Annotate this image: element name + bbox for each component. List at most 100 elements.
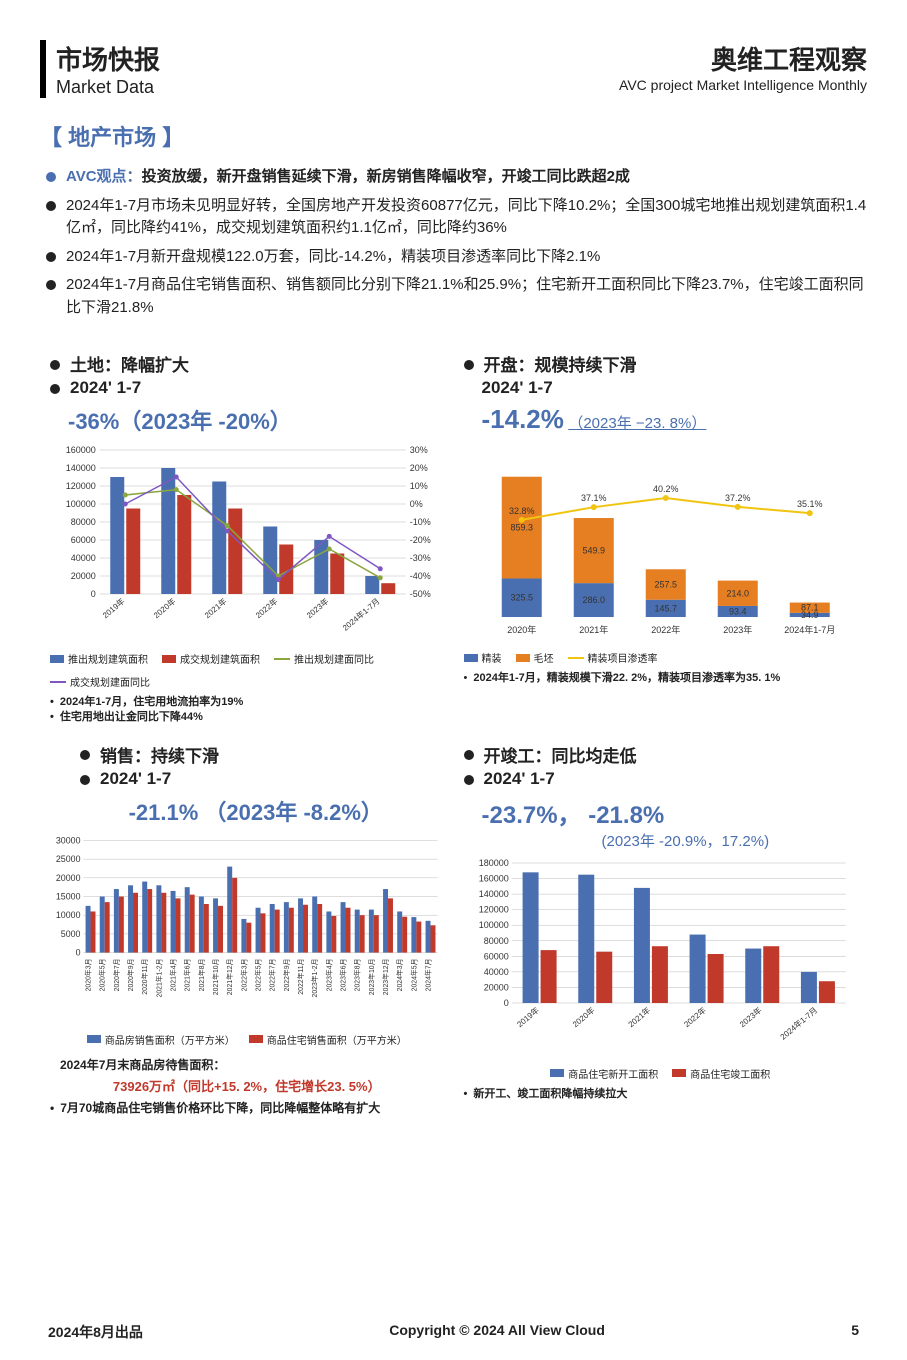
- svg-text:145.7: 145.7: [654, 603, 677, 613]
- svg-text:2022年9月: 2022年9月: [282, 958, 291, 991]
- svg-text:2019年: 2019年: [100, 596, 126, 620]
- svg-text:20000: 20000: [71, 571, 96, 581]
- svg-text:2024年3月: 2024年3月: [395, 958, 404, 991]
- svg-text:2022年: 2022年: [651, 624, 680, 635]
- svg-text:325.5: 325.5: [510, 593, 533, 603]
- svg-text:2020年: 2020年: [570, 1005, 596, 1029]
- svg-text:35.1%: 35.1%: [796, 499, 822, 509]
- chart2-head1: 开盘：规模持续下滑: [484, 351, 637, 376]
- header-right-en: AVC project Market Intelligence Monthly: [619, 77, 867, 93]
- chart2-svg: 325.5859.32020年286.0549.92021年145.7257.5…: [464, 441, 858, 641]
- svg-text:2020年3月: 2020年3月: [84, 958, 93, 991]
- svg-text:2023年1-2月: 2023年1-2月: [310, 958, 319, 997]
- bullet-1-prefix: AVC观点：: [66, 168, 142, 185]
- svg-text:2020年: 2020年: [507, 624, 536, 635]
- chart3-svg: 0500010000150002000025000300002020年3月202…: [50, 833, 444, 1023]
- svg-text:549.9: 549.9: [582, 546, 605, 556]
- chart1-stat: -36%（2023年 -20%）: [68, 409, 292, 434]
- svg-text:0: 0: [503, 998, 508, 1008]
- svg-text:120000: 120000: [66, 481, 96, 491]
- chart1-head2: 2024' 1-7: [70, 378, 141, 398]
- bullet-3: 2024年1-7月新开盘规模122.0万套，同比-14.2%，精装项目渗透率同比…: [66, 246, 600, 269]
- svg-text:0%: 0%: [410, 499, 423, 509]
- header-right: 奥维工程观察 AVC project Market Intelligence M…: [619, 40, 867, 93]
- svg-text:2021年8月: 2021年8月: [197, 958, 206, 991]
- chart4-paren: (2023年 -20.9%，17.2%): [602, 833, 770, 850]
- svg-text:2022年: 2022年: [253, 596, 279, 620]
- svg-text:40000: 40000: [483, 967, 508, 977]
- svg-text:80000: 80000: [483, 936, 508, 946]
- svg-text:2021年12月: 2021年12月: [225, 958, 234, 995]
- svg-text:2020年5月: 2020年5月: [98, 958, 107, 991]
- svg-text:87.1: 87.1: [800, 603, 818, 613]
- header-left-en: Market Data: [56, 77, 160, 98]
- svg-text:20%: 20%: [410, 463, 428, 473]
- chart-construction: 开竣工：同比均走低 2024' 1-7 -23.7%， -21.8% (2023…: [454, 736, 868, 1127]
- svg-text:25000: 25000: [56, 854, 81, 864]
- svg-text:2023年: 2023年: [737, 1005, 763, 1029]
- svg-text:-20%: -20%: [410, 535, 431, 545]
- svg-text:2020年7月: 2020年7月: [112, 958, 121, 991]
- svg-text:2023年: 2023年: [304, 596, 330, 620]
- chart4-stat: -23.7%， -21.8%: [482, 802, 665, 829]
- svg-text:32.8%: 32.8%: [508, 506, 534, 516]
- svg-text:2021年10月: 2021年10月: [211, 958, 220, 995]
- svg-text:20000: 20000: [483, 982, 508, 992]
- svg-text:120000: 120000: [478, 904, 508, 914]
- svg-text:10%: 10%: [410, 481, 428, 491]
- svg-text:2022年3月: 2022年3月: [239, 958, 248, 991]
- chart-sales: 销售：持续下滑 2024' 1-7 -21.1% （2023年 -8.2%） 0…: [40, 736, 454, 1127]
- chart2-paren: （2023年 −23. 8%）: [568, 415, 706, 432]
- svg-text:2020年9月: 2020年9月: [126, 958, 135, 991]
- svg-text:40.2%: 40.2%: [652, 484, 678, 494]
- page-header: 市场快报 Market Data 奥维工程观察 AVC project Mark…: [40, 40, 867, 98]
- chart2-stat: -14.2%: [482, 404, 564, 434]
- chart3-stat: -21.1% （2023年 -8.2%）: [129, 800, 383, 825]
- svg-text:160000: 160000: [478, 873, 508, 883]
- bullet-dot: [46, 252, 56, 262]
- chart4-note: 新开工、竣工面积降幅持续拉大: [464, 1087, 858, 1102]
- bullet-dot: [46, 280, 56, 290]
- svg-text:60000: 60000: [71, 535, 96, 545]
- bullet-4: 2024年1-7月商品住宅销售面积、销售额同比分别下降21.1%和25.9%；住…: [66, 274, 867, 319]
- svg-text:15000: 15000: [56, 891, 81, 901]
- svg-text:2023年: 2023年: [723, 624, 752, 635]
- section-title: 【 地产市场 】: [40, 120, 867, 152]
- svg-text:-50%: -50%: [410, 589, 431, 599]
- svg-text:2024年1-7月: 2024年1-7月: [340, 596, 381, 633]
- svg-text:2021年: 2021年: [202, 596, 228, 620]
- svg-text:80000: 80000: [71, 517, 96, 527]
- svg-text:2021年6月: 2021年6月: [183, 958, 192, 991]
- svg-text:2023年12月: 2023年12月: [381, 958, 390, 995]
- svg-text:2024年5月: 2024年5月: [409, 958, 418, 991]
- footer-copyright: Copyright © 2024 All View Cloud: [389, 1322, 605, 1342]
- svg-text:2024年1-7月: 2024年1-7月: [784, 624, 835, 635]
- chart4-head2: 2024' 1-7: [484, 769, 555, 789]
- svg-text:2020年: 2020年: [151, 596, 177, 620]
- svg-text:5000: 5000: [61, 929, 81, 939]
- page-number: 5: [851, 1322, 859, 1342]
- header-left-cn: 市场快报: [56, 40, 160, 77]
- svg-text:2022年5月: 2022年5月: [254, 958, 263, 991]
- svg-text:2022年: 2022年: [681, 1005, 707, 1029]
- svg-text:2023年10月: 2023年10月: [367, 958, 376, 995]
- svg-text:20000: 20000: [56, 873, 81, 883]
- header-right-cn: 奥维工程观察: [619, 40, 867, 77]
- svg-text:140000: 140000: [478, 889, 508, 899]
- svg-text:140000: 140000: [66, 463, 96, 473]
- svg-text:100000: 100000: [478, 920, 508, 930]
- svg-text:30000: 30000: [56, 835, 81, 845]
- header-left: 市场快报 Market Data: [40, 40, 160, 98]
- chart1-head1: 土地：降幅扩大: [70, 351, 189, 376]
- svg-text:2022年11月: 2022年11月: [296, 958, 305, 994]
- svg-text:257.5: 257.5: [654, 580, 677, 590]
- svg-text:93.4: 93.4: [728, 606, 746, 616]
- svg-text:2020年11月: 2020年11月: [140, 958, 149, 994]
- chart3-head1: 销售：持续下滑: [100, 742, 219, 767]
- svg-text:10000: 10000: [56, 910, 81, 920]
- chart2-head2: 2024' 1-7: [482, 378, 553, 398]
- chart4-svg: 0200004000060000800001000001200001400001…: [464, 857, 858, 1057]
- chart-open: 开盘：规模持续下滑 2024' 1-7 -14.2% （2023年 −23. 8…: [454, 345, 868, 736]
- svg-text:286.0: 286.0: [582, 595, 605, 605]
- svg-text:2024年1-7月: 2024年1-7月: [778, 1005, 819, 1042]
